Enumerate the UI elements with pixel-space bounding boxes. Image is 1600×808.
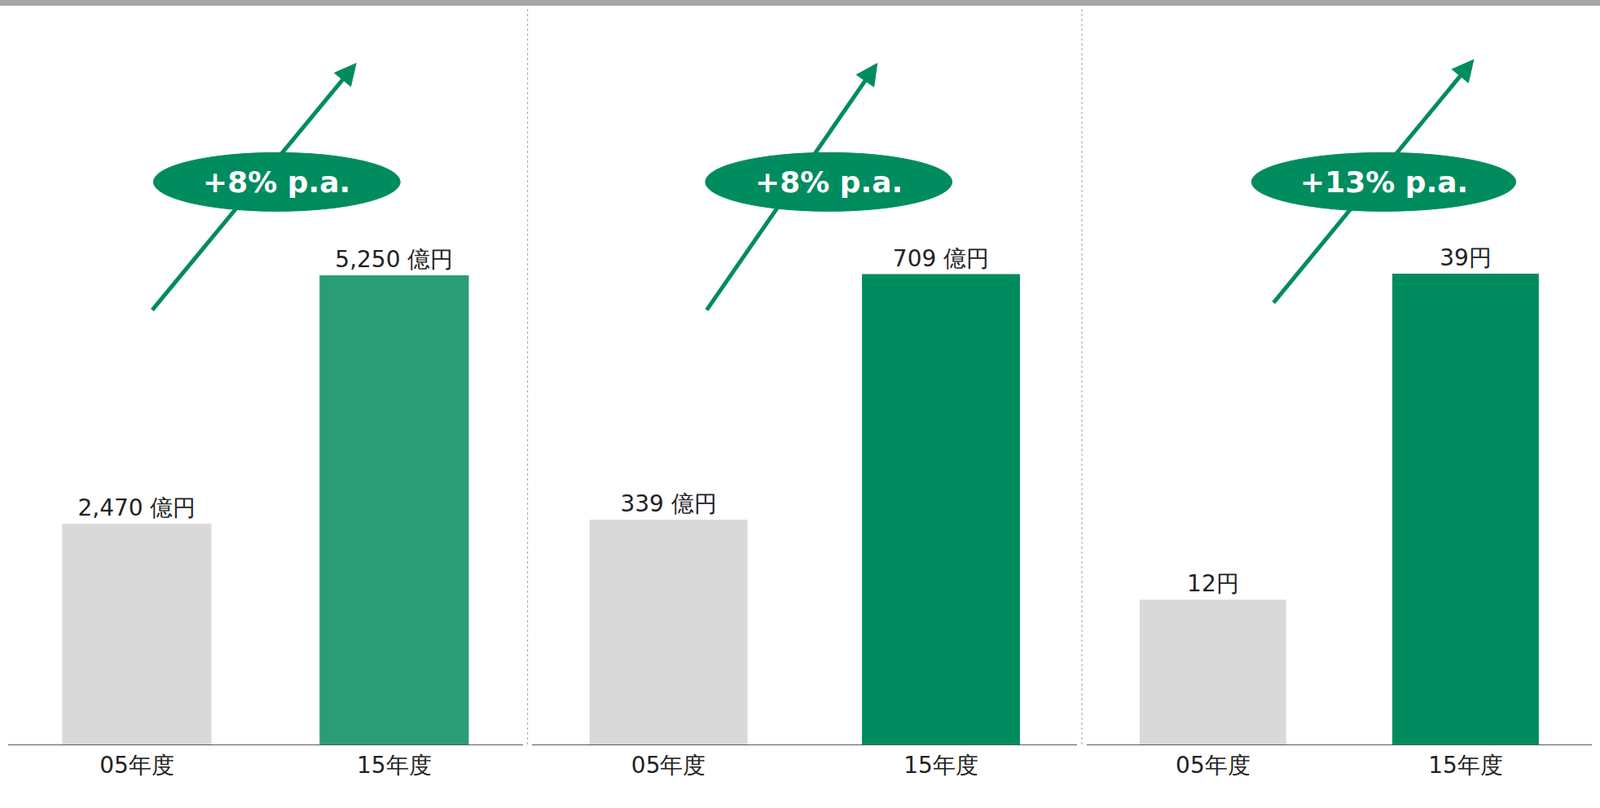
svg-text:2,470 億円: 2,470 億円 [77,494,196,522]
svg-text:12円: 12円 [1186,570,1240,598]
svg-text:15年度: 15年度 [1428,751,1504,779]
svg-text:+8% p.a.: +8% p.a. [202,165,351,199]
svg-text:709 億円: 709 億円 [892,245,990,273]
svg-text:5,250 億円: 5,250 億円 [334,246,453,273]
svg-text:339 億円: 339 億円 [619,490,717,518]
svg-text:39円: 39円 [1439,244,1492,272]
svg-text:05年度: 05年度 [1175,751,1251,779]
svg-text:+13% p.a.: +13% p.a. [1300,165,1469,199]
svg-text:15年度: 15年度 [903,751,979,779]
svg-text:15年度: 15年度 [356,751,432,779]
svg-text:05年度: 05年度 [631,751,707,779]
svg-text:+8% p.a.: +8% p.a. [755,165,903,199]
svg-text:05年度: 05年度 [99,751,175,779]
